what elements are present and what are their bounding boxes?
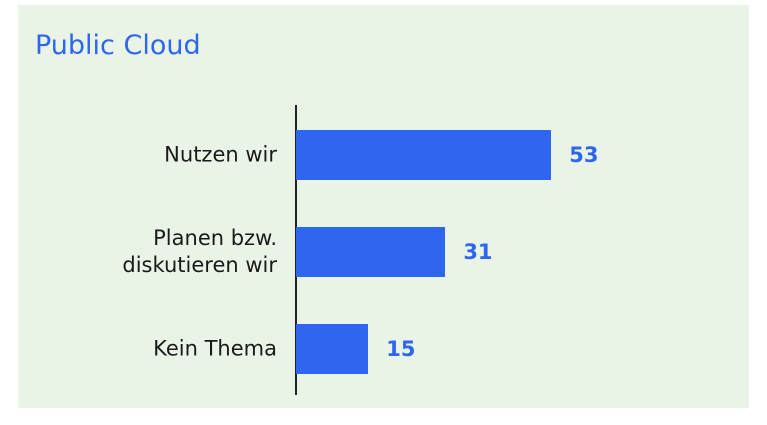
chart-title: Public Cloud [35, 30, 201, 61]
axis-line [295, 105, 297, 395]
value-label: 31 [463, 240, 493, 264]
value-label: 53 [569, 143, 599, 168]
bar [296, 323, 369, 374]
bar [296, 130, 552, 181]
y-tick-label: Planen bzw. diskutieren wir [122, 226, 277, 277]
bar [296, 227, 446, 277]
chart-panel [18, 5, 749, 408]
value-label: 15 [386, 336, 416, 361]
y-tick-label: Nutzen wir [164, 142, 277, 167]
y-tick-label: Kein Thema [153, 336, 277, 361]
